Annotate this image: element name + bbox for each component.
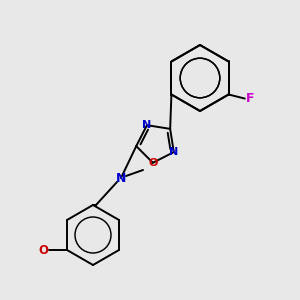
Text: N: N	[116, 172, 126, 184]
Text: N: N	[169, 147, 178, 157]
Text: O: O	[148, 158, 158, 168]
Text: F: F	[246, 92, 254, 105]
Text: N: N	[142, 120, 152, 130]
Text: O: O	[38, 244, 48, 256]
